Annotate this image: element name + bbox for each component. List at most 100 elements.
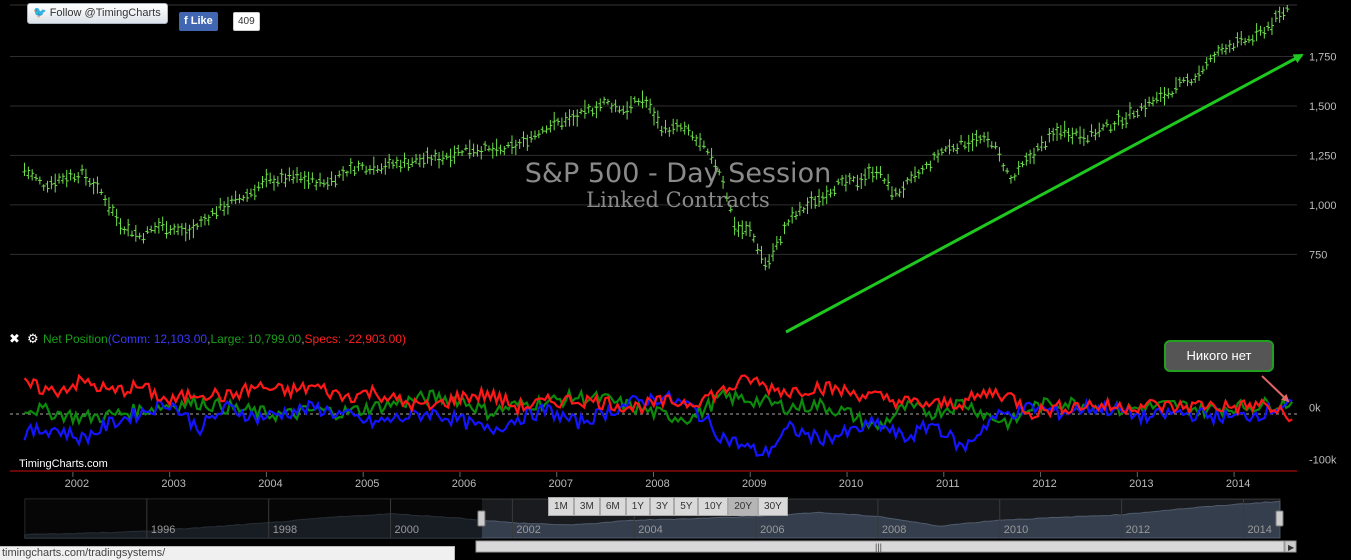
price-bar — [279, 168, 284, 183]
price-bar — [498, 144, 503, 155]
price-bar — [817, 188, 822, 207]
price-bar — [1239, 31, 1244, 46]
price-bar — [563, 112, 568, 127]
price-bar — [291, 170, 296, 184]
price-bar — [936, 149, 941, 163]
navigator-tick-label: 2012 — [1126, 524, 1150, 536]
price-bar — [72, 173, 77, 183]
price-bar — [1258, 25, 1263, 36]
chart-title: S&P 500 - Day Session — [525, 158, 831, 189]
net-y-axis: 0k -100k — [1309, 402, 1337, 466]
price-bar — [513, 139, 518, 155]
price-bar — [371, 156, 376, 175]
range-button-6m[interactable]: 6M — [599, 497, 626, 516]
price-bar — [782, 221, 787, 235]
price-bar — [820, 192, 825, 206]
price-bar — [767, 254, 772, 269]
range-button-30y[interactable]: 30Y — [758, 497, 788, 516]
price-bar — [997, 147, 1002, 162]
price-bar — [1262, 26, 1267, 39]
price-bar — [598, 98, 603, 112]
price-series — [22, 5, 1290, 271]
price-bar — [652, 107, 656, 126]
navigator-handle[interactable] — [1275, 510, 1284, 527]
navigator-tick-label: 1998 — [273, 524, 297, 536]
price-bar — [951, 143, 956, 153]
navigator-handle[interactable] — [477, 510, 486, 527]
range-button-1y[interactable]: 1Y — [625, 497, 650, 516]
range-button-1m[interactable]: 1M — [548, 497, 574, 516]
price-bar — [866, 163, 871, 180]
price-bar — [1220, 43, 1225, 55]
price-bar — [1277, 6, 1282, 23]
price-bar — [740, 220, 745, 240]
range-button-3m[interactable]: 3M — [573, 497, 600, 516]
price-bar — [717, 168, 722, 176]
price-bar — [1235, 32, 1240, 48]
price-bar — [1016, 161, 1021, 176]
price-bar — [582, 99, 587, 119]
price-bar — [586, 103, 591, 114]
price-bar — [87, 177, 92, 187]
price-bar — [1001, 163, 1006, 172]
price-bar — [932, 151, 937, 161]
price-bar — [1246, 35, 1251, 44]
range-button-10y[interactable]: 10Y — [698, 497, 729, 516]
navigator-scrollbar[interactable] — [475, 540, 1285, 553]
price-bar — [1055, 122, 1060, 141]
price-bar — [863, 168, 868, 186]
price-bar — [1124, 112, 1129, 129]
price-bar — [913, 166, 918, 183]
price-bar — [1285, 5, 1290, 13]
price-bar — [337, 170, 342, 178]
price-bar — [456, 144, 461, 156]
price-bar — [698, 132, 703, 152]
price-bar — [1005, 167, 1010, 174]
price-bar — [1051, 127, 1056, 142]
price-bar — [452, 145, 457, 164]
price-tick-label: 1,250 — [1309, 150, 1337, 162]
price-bar — [506, 142, 511, 148]
price-bar — [843, 174, 848, 192]
price-tick-label: 1,750 — [1309, 51, 1337, 63]
price-bar — [241, 195, 246, 202]
navigator-mask — [25, 499, 482, 538]
price-bar — [160, 216, 165, 231]
price-bar — [594, 101, 599, 119]
price-bar — [260, 175, 265, 189]
navigator-tick-label: 2006 — [760, 524, 784, 536]
close-icon[interactable]: ✖ — [9, 331, 20, 346]
price-bar — [509, 135, 514, 155]
facebook-icon: f — [184, 15, 188, 27]
facebook-like-button[interactable]: f Like — [179, 12, 218, 31]
price-bar — [318, 172, 323, 187]
price-bar — [901, 181, 906, 198]
price-bar — [440, 150, 445, 165]
range-button-5y[interactable]: 5Y — [674, 497, 699, 516]
price-bar — [1078, 126, 1083, 145]
price-bar — [168, 225, 173, 235]
range-button-20y[interactable]: 20Y — [728, 497, 759, 516]
price-bar — [199, 216, 204, 228]
price-bar — [141, 232, 146, 244]
price-bar — [187, 224, 192, 240]
price-bar — [367, 165, 372, 175]
price-bar — [1101, 123, 1106, 131]
price-bar — [840, 174, 845, 186]
price-bar — [233, 190, 238, 205]
price-bar — [183, 222, 188, 242]
range-button-3y[interactable]: 3Y — [649, 497, 675, 516]
price-bar — [1085, 135, 1090, 144]
price-bar — [494, 138, 499, 157]
price-bar — [709, 147, 714, 164]
price-bar — [1127, 102, 1132, 120]
navigator-tick-label: 1996 — [151, 524, 175, 536]
price-bar — [222, 201, 227, 216]
scroll-right-button[interactable] — [1284, 540, 1297, 553]
twitter-follow-button[interactable]: 🐦 Follow @TimingCharts — [27, 3, 168, 24]
x-tick-label: 2013 — [1129, 478, 1153, 490]
gear-icon[interactable]: ⚙ — [27, 331, 39, 346]
price-bar — [1020, 161, 1025, 168]
legend-title: Net Position — [43, 332, 108, 346]
price-bar — [57, 173, 62, 184]
